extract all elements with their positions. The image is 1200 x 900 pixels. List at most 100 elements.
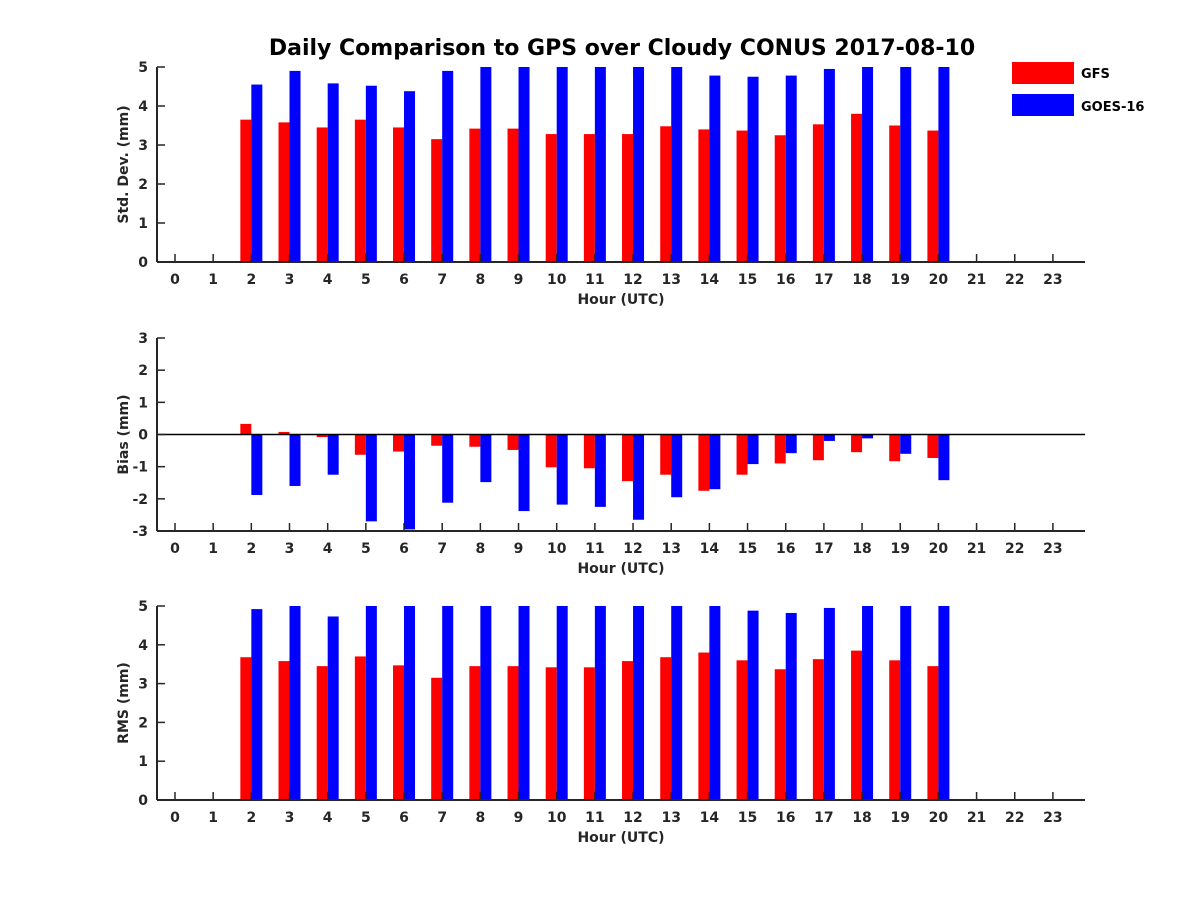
bias-xtick-label: 10 [547, 541, 567, 557]
rms-ytick-label: 2 [138, 715, 148, 731]
bias-bar-goes16-19 [900, 434, 912, 454]
bias-xtick-label: 13 [661, 541, 680, 557]
bias-xtick-label: 8 [475, 541, 485, 557]
rms-xtick-label: 20 [929, 810, 949, 826]
stddev-xtick-label: 22 [1005, 272, 1024, 288]
stddev-xtick-label: 0 [170, 272, 180, 288]
rms-xtick-label: 5 [361, 810, 371, 826]
stddev-xtick-label: 16 [776, 272, 795, 288]
stddev-bar-goes16-15 [747, 76, 759, 262]
bias-xtick-label: 7 [437, 541, 447, 557]
rms-x-axis-label: Hour (UTC) [577, 830, 664, 846]
rms-bar-gfs-13 [660, 657, 672, 800]
stddev-xtick-label: 4 [323, 272, 333, 288]
bias-bar-gfs-4 [316, 434, 328, 438]
rms-xtick-label: 15 [738, 810, 757, 826]
stddev-bar-gfs-5 [354, 119, 366, 263]
stddev-xtick-label: 18 [852, 272, 871, 288]
stddev-bar-gfs-17 [812, 124, 824, 262]
stddev-bar-gfs-11 [583, 134, 595, 262]
bias-bar-gfs-9 [507, 434, 519, 450]
rms-ytick-label: 1 [138, 754, 148, 770]
rms-bar-goes16-7 [442, 606, 454, 800]
stddev-ytick-label: 3 [138, 138, 148, 154]
stddev-bar-goes16-18 [862, 67, 874, 262]
rms-bar-gfs-6 [393, 665, 405, 800]
bias-bar-gfs-7 [431, 434, 443, 446]
rms-bar-gfs-2 [240, 657, 252, 800]
stddev-bar-goes16-2 [251, 84, 263, 262]
stddev-xtick-label: 15 [738, 272, 757, 288]
bias-bar-goes16-12 [633, 434, 645, 520]
rms-xtick-label: 12 [623, 810, 642, 826]
stddev-ytick-label: 4 [138, 99, 148, 115]
bias-bar-gfs-8 [469, 434, 481, 447]
bias-bar-gfs-14 [698, 434, 710, 491]
bias-xtick-label: 16 [776, 541, 795, 557]
stddev-xtick-label: 14 [700, 272, 720, 288]
stddev-bar-gfs-4 [316, 127, 328, 262]
stddev-bar-goes16-14 [709, 75, 721, 262]
stddev-xtick-label: 19 [890, 272, 909, 288]
stddev-bar-goes16-5 [365, 85, 377, 262]
stddev-bar-goes16-10 [556, 67, 568, 262]
stddev-bar-goes16-19 [900, 67, 912, 262]
bias-ytick-label: -2 [132, 492, 148, 508]
stddev-bar-gfs-8 [469, 128, 481, 262]
legend: GFS GOES-16 [1012, 62, 1144, 116]
stddev-bar-gfs-9 [507, 128, 519, 262]
stddev-bar-goes16-17 [823, 68, 835, 262]
bias-bar-goes16-17 [823, 434, 835, 441]
stddev-xtick-label: 11 [585, 272, 604, 288]
bias-bar-goes16-7 [442, 434, 454, 503]
bias-bar-gfs-20 [927, 434, 939, 458]
rms-xtick-label: 3 [285, 810, 295, 826]
bias-xtick-label: 15 [738, 541, 757, 557]
rms-bar-gfs-12 [622, 661, 634, 800]
bias-xtick-label: 4 [323, 541, 333, 557]
stddev-xtick-label: 6 [399, 272, 409, 288]
bias-bar-gfs-5 [354, 434, 366, 455]
rms-ytick-label: 0 [138, 793, 148, 809]
bias-bar-gfs-16 [774, 434, 786, 464]
stddev-ytick-label: 1 [138, 216, 148, 232]
stddev-ytick-label: 0 [138, 255, 148, 271]
bias-bar-gfs-18 [851, 434, 863, 453]
stddev-bar-goes16-3 [289, 70, 301, 263]
bias-y-axis-label: Bias (mm) [116, 394, 132, 474]
bias-bar-goes16-14 [709, 434, 721, 490]
stddev-bar-goes16-12 [633, 67, 645, 262]
rms-xtick-label: 16 [776, 810, 795, 826]
bias-bar-gfs-11 [583, 434, 595, 469]
bias-bar-gfs-3 [278, 431, 290, 435]
bias-bar-gfs-15 [736, 434, 748, 475]
bias-bar-gfs-6 [393, 434, 405, 452]
rms-bar-gfs-16 [774, 669, 786, 800]
stddev-xtick-label: 10 [547, 272, 567, 288]
rms-xtick-label: 21 [967, 810, 986, 826]
rms-xtick-label: 1 [208, 810, 218, 826]
stddev-bar-goes16-20 [938, 67, 950, 262]
bias-ytick-label: -3 [132, 524, 148, 540]
rms-bar-goes16-4 [327, 616, 339, 800]
rms-xtick-label: 19 [890, 810, 909, 826]
rms-bar-gfs-19 [889, 660, 901, 800]
rms-bar-gfs-15 [736, 660, 748, 800]
rms-bar-goes16-12 [633, 606, 645, 800]
rms-xtick-label: 13 [661, 810, 680, 826]
rms-xtick-label: 6 [399, 810, 409, 826]
stddev-xtick-label: 9 [514, 272, 524, 288]
rms-bar-gfs-8 [469, 666, 481, 800]
bias-xtick-label: 2 [246, 541, 256, 557]
stddev-y-axis-label: Std. Dev. (mm) [116, 105, 132, 223]
rms-bar-gfs-7 [431, 677, 443, 800]
rms-xtick-label: 4 [323, 810, 333, 826]
stddev-xtick-label: 17 [814, 272, 833, 288]
stddev-ytick-label: 5 [138, 60, 148, 76]
figure-title: Daily Comparison to GPS over Cloudy CONU… [269, 36, 975, 61]
rms-bar-goes16-2 [251, 609, 263, 800]
bias-bar-goes16-5 [365, 434, 377, 522]
